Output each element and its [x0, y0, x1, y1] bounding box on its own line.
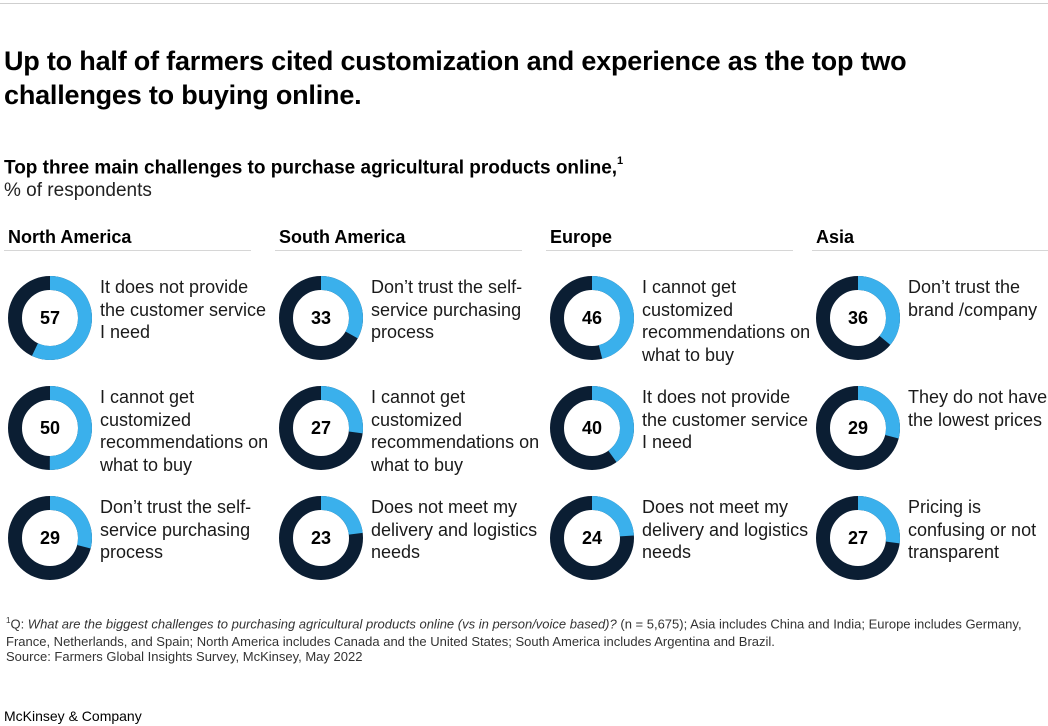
challenge-label: I cannot get customized recommendations … — [100, 387, 269, 475]
donut-value-arc — [8, 496, 92, 580]
challenge-label: I cannot get customized recommendations … — [371, 387, 540, 475]
top-rule — [0, 3, 1048, 4]
donut-value-arc — [8, 276, 92, 360]
donut-value-arc — [550, 496, 634, 580]
donut-value-arc — [279, 496, 363, 580]
challenge-label: Does not meet my delivery and logistics … — [642, 497, 809, 562]
footnote-prefix: Q: — [10, 616, 28, 632]
donut-value-arc — [816, 276, 900, 360]
donut-chart — [279, 496, 363, 580]
donut-value-arc — [816, 496, 900, 580]
donut-value-arc — [279, 276, 363, 360]
brand-logo-text: McKinsey & Company — [4, 708, 142, 724]
region-divider — [4, 250, 251, 251]
region-south-america: South America — [275, 224, 522, 251]
donut-chart — [8, 496, 92, 580]
region-divider — [812, 250, 1048, 251]
donut-chart — [816, 276, 900, 360]
region-north-america: North America — [4, 224, 251, 251]
challenge-label: I cannot get customized recommendations … — [642, 277, 811, 365]
donut-value-label: 23 — [310, 528, 332, 548]
region-europe: Europe — [546, 224, 793, 251]
donut-chart — [550, 276, 634, 360]
challenge-label: Don’t trust the self-service purchasing … — [371, 277, 523, 342]
challenge-label: Don’t trust the brand /company — [908, 277, 1038, 320]
region-divider — [275, 250, 522, 251]
donut-value-label: 29 — [847, 418, 869, 438]
headline: Up to half of farmers cited customizatio… — [4, 46, 907, 110]
donut-value-label: 50 — [39, 418, 61, 438]
region-title: South America — [279, 227, 406, 247]
donut-chart — [550, 386, 634, 470]
donut-value-arc — [279, 386, 363, 470]
donut-chart — [279, 386, 363, 470]
donut-chart — [816, 386, 900, 470]
region-title: North America — [8, 227, 132, 247]
donut-value-label: 46 — [581, 308, 603, 328]
donut-value-label: 36 — [847, 308, 869, 328]
donut-chart — [550, 496, 634, 580]
challenge-label: It does not provide the customer service… — [100, 277, 267, 342]
donut-chart — [8, 276, 92, 360]
footnote-number: 1 — [6, 616, 11, 625]
region-title: Europe — [550, 227, 613, 247]
donut-value-label: 27 — [847, 528, 869, 548]
footnote: 1Q: What are the biggest challenges to p… — [6, 612, 1046, 651]
donut-value-arc — [550, 276, 634, 360]
region-asia: Asia — [812, 224, 1048, 251]
donut-value-label: 57 — [39, 308, 61, 328]
footnote-question: What are the biggest challenges to purch… — [27, 616, 617, 632]
challenge-label: Don’t trust the self-service purchasing … — [100, 497, 252, 562]
footnote-marker: 1 — [617, 155, 624, 167]
donut-value-arc — [816, 386, 900, 470]
region-divider — [546, 250, 793, 251]
chart-subtitle-text: Top three main challenges to purchase ag… — [4, 157, 618, 179]
challenge-label: It does not provide the customer service… — [642, 387, 809, 452]
region-title: Asia — [816, 227, 855, 247]
challenge-label: They do not have the lowest prices — [908, 387, 1048, 430]
donut-chart — [8, 386, 92, 470]
donut-value-label: 29 — [39, 528, 61, 548]
donut-chart — [816, 496, 900, 580]
challenge-label: Does not meet my delivery and logistics … — [371, 497, 538, 562]
source-note: Source: Farmers Global Insights Survey, … — [6, 649, 363, 664]
donut-value-arc — [8, 386, 92, 470]
challenge-label: Pricing is confusing or not transparent — [908, 497, 1037, 562]
chart-subtitle: Top three main challenges to purchase ag… — [4, 150, 623, 181]
footnote-details: (n = 5,675); Asia includes China and Ind… — [6, 616, 1022, 650]
donut-value-label: 40 — [581, 418, 603, 438]
donut-value-label: 24 — [581, 528, 603, 548]
donut-value-arc — [550, 386, 634, 470]
unit-label: % of respondents — [4, 180, 152, 201]
donut-value-label: 27 — [310, 418, 332, 438]
donut-chart — [279, 276, 363, 360]
donut-value-label: 33 — [310, 308, 332, 328]
